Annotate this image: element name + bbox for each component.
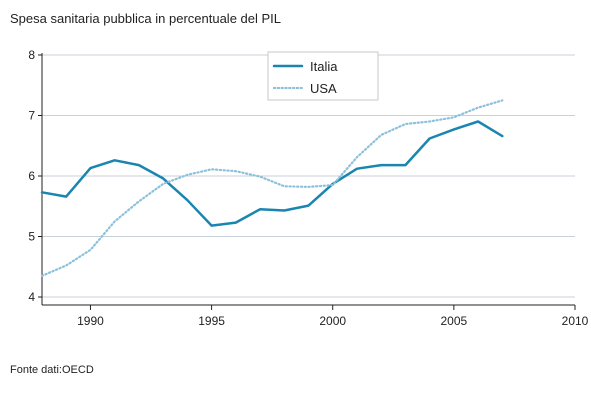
legend: Italia USA (267, 51, 379, 101)
y-tick-label-8: 8 (28, 48, 35, 62)
x-tick-label-2010: 2010 (562, 314, 589, 328)
series-line-usa (40, 99, 504, 277)
x-tick-label-2000: 2000 (319, 314, 346, 328)
legend-label-italia: Italia (310, 59, 338, 74)
x-tick-label-1995: 1995 (198, 314, 225, 328)
series-line-italia (40, 120, 504, 227)
chart-title: Spesa sanitaria pubblica in percentuale … (10, 11, 282, 26)
source-note: Fonte dati:OECD (10, 364, 94, 376)
legend-box (267, 51, 379, 101)
y-tick-label-7: 7 (28, 109, 35, 123)
series-lines (40, 99, 504, 277)
y-tick-label-6: 6 (28, 169, 35, 183)
axes: 4 5 6 7 8 1990 1995 2000 2005 2010 (28, 48, 588, 328)
x-tick-label-2005: 2005 (441, 314, 468, 328)
y-tick-label-4: 4 (28, 290, 35, 304)
y-tick-label-5: 5 (28, 230, 35, 244)
x-tick-label-1990: 1990 (77, 314, 104, 328)
legend-label-usa: USA (310, 81, 337, 96)
